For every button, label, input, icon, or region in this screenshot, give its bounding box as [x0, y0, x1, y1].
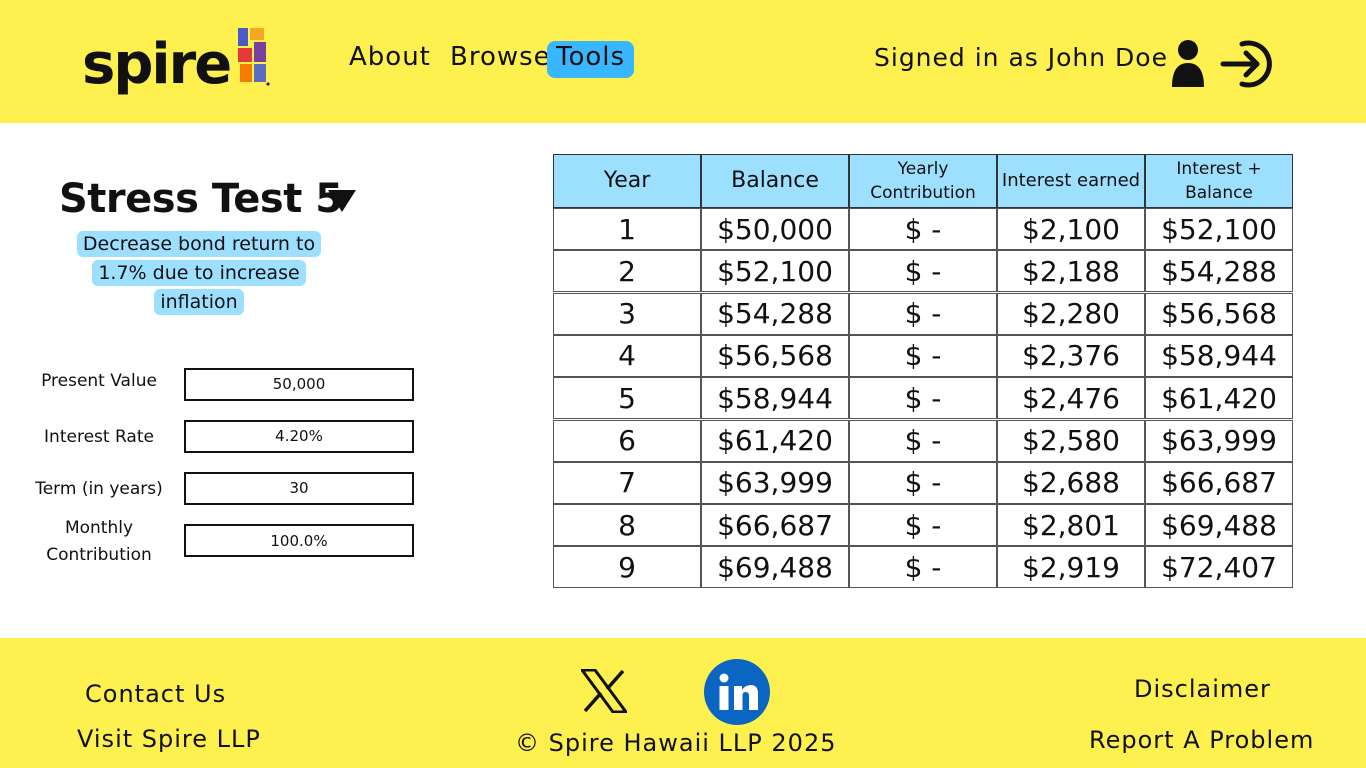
report-problem-link[interactable]: Report A Problem [1089, 726, 1315, 754]
table-cell-balance: $66,687 [701, 504, 849, 547]
table-cell-interest: $2,688 [997, 461, 1145, 504]
header-year: Year [553, 154, 701, 208]
table-cell-year: 9 [553, 546, 701, 589]
table-cell-year: 7 [553, 461, 701, 504]
nav-browse[interactable]: Browse [450, 42, 551, 72]
table-cell-interest: $2,188 [997, 250, 1145, 293]
x-twitter-icon[interactable] [581, 669, 627, 713]
contact-us-link[interactable]: Contact Us [85, 680, 227, 708]
header-balance: Balance [701, 154, 849, 208]
stress-test-note-text: Decrease bond return to 1.7% due to incr… [76, 231, 322, 315]
disclaimer-link[interactable]: Disclaimer [1134, 675, 1271, 703]
monthly-contribution-label: Monthly Contribution [46, 518, 152, 565]
spire-logo[interactable]: spire [82, 26, 270, 100]
copyright-text: © Spire Hawaii LLP 2025 [515, 729, 837, 757]
interest-rate-input[interactable] [184, 420, 414, 453]
table-cell-balance: $61,420 [701, 419, 849, 462]
table-cell-balance: $63,999 [701, 461, 849, 504]
user-icon[interactable] [1170, 39, 1206, 89]
term-label: Term (in years) [35, 479, 163, 499]
monthly-contribution-input[interactable] [184, 524, 414, 557]
table-cell-year: 5 [553, 377, 701, 420]
table-cell-contribution: $ - [849, 292, 997, 335]
interest-rate-label: Interest Rate [44, 427, 154, 447]
table-cell-total: $66,687 [1145, 461, 1293, 504]
table-cell-total: $58,944 [1145, 334, 1293, 377]
table-cell-total: $63,999 [1145, 419, 1293, 462]
table-cell-interest: $2,280 [997, 292, 1145, 335]
table-cell-balance: $54,288 [701, 292, 849, 335]
table-cell-contribution: $ - [849, 377, 997, 420]
table-cell-balance: $69,488 [701, 546, 849, 589]
top-header: spire About Browse Tools Signed in as Jo… [0, 0, 1366, 123]
table-cell-interest: $2,476 [997, 377, 1145, 420]
table-cell-contribution: $ - [849, 546, 997, 589]
table-cell-interest: $2,580 [997, 419, 1145, 462]
table-cell-total: $54,288 [1145, 250, 1293, 293]
table-cell-year: 3 [553, 292, 701, 335]
table-cell-total: $72,407 [1145, 546, 1293, 589]
nav-about[interactable]: About [349, 42, 431, 72]
caret-down-icon[interactable] [327, 189, 357, 213]
table-cell-balance: $58,944 [701, 377, 849, 420]
stress-test-title[interactable]: Stress Test 5 [59, 176, 343, 222]
stress-test-description: Decrease bond return to 1.7% due to incr… [76, 230, 322, 317]
table-cell-contribution: $ - [849, 504, 997, 547]
footer [0, 638, 1366, 768]
table-cell-total: $52,100 [1145, 208, 1293, 250]
table-cell-balance: $52,100 [701, 250, 849, 293]
table-cell-contribution: $ - [849, 208, 997, 250]
table-cell-interest: $2,801 [997, 504, 1145, 547]
table-cell-interest: $2,919 [997, 546, 1145, 589]
table-cell-contribution: $ - [849, 250, 997, 293]
table-cell-year: 8 [553, 504, 701, 547]
present-value-label: Present Value [41, 371, 157, 391]
table-cell-balance: $50,000 [701, 208, 849, 250]
present-value-input[interactable] [184, 368, 414, 401]
table-cell-year: 1 [553, 208, 701, 250]
table-cell-total: $56,568 [1145, 292, 1293, 335]
visit-spire-link[interactable]: Visit Spire LLP [77, 725, 261, 753]
logo-mark-icon [238, 28, 270, 86]
nav-tools[interactable]: Tools [547, 41, 635, 78]
table-cell-contribution: $ - [849, 419, 997, 462]
table-cell-total: $69,488 [1145, 504, 1293, 547]
table-cell-year: 2 [553, 250, 701, 293]
table-cell-year: 4 [553, 334, 701, 377]
header-yearly-contribution: Yearly Contribution [849, 154, 997, 208]
table-cell-contribution: $ - [849, 461, 997, 504]
table-cell-balance: $56,568 [701, 334, 849, 377]
table-cell-year: 6 [553, 419, 701, 462]
term-input[interactable] [184, 472, 414, 505]
linkedin-icon[interactable] [704, 659, 770, 725]
signed-in-status: Signed in as John Doe [874, 43, 1168, 72]
sign-in-icon[interactable] [1220, 38, 1272, 90]
logo-wordmark: spire [82, 32, 232, 97]
table-cell-total: $61,420 [1145, 377, 1293, 420]
table-cell-contribution: $ - [849, 334, 997, 377]
header-interest-earned: Interest earned [997, 154, 1145, 208]
table-cell-interest: $2,376 [997, 334, 1145, 377]
header-interest-plus-balance: Interest + Balance [1145, 154, 1293, 208]
table-cell-interest: $2,100 [997, 208, 1145, 250]
